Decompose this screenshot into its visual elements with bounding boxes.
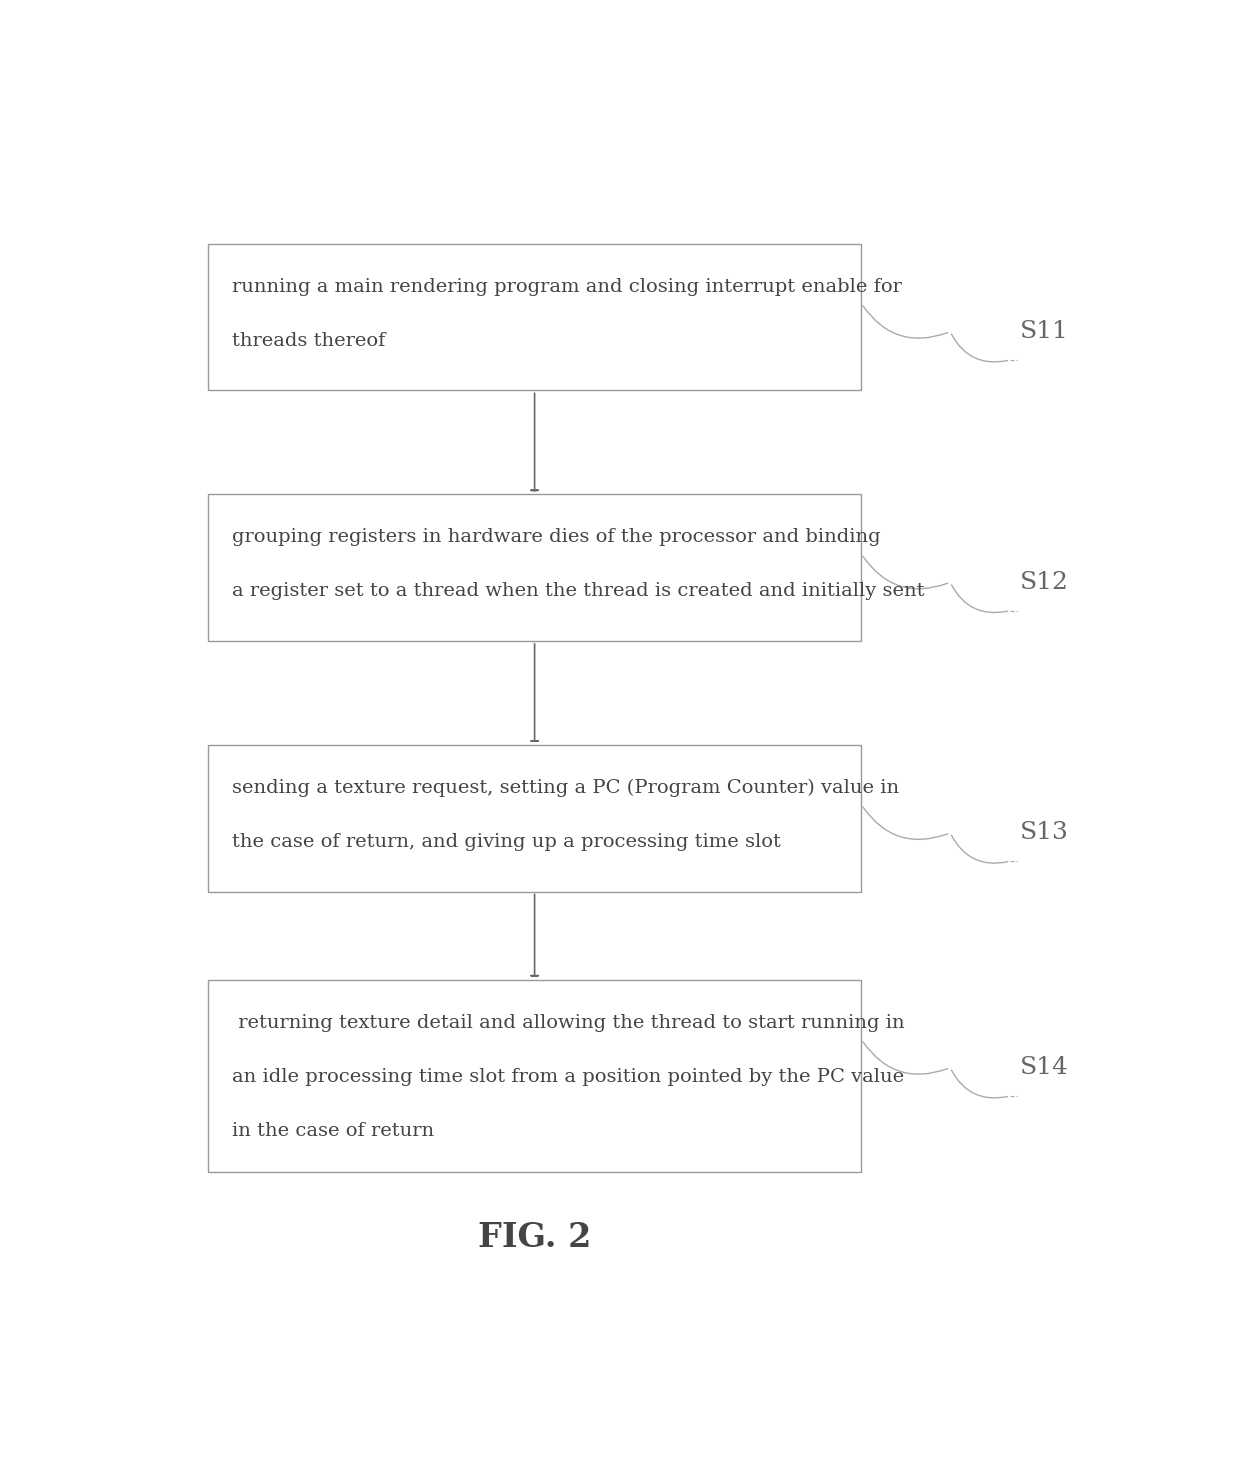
FancyArrowPatch shape <box>951 334 1008 362</box>
Text: S14: S14 <box>1019 1056 1069 1079</box>
FancyArrowPatch shape <box>863 306 947 339</box>
FancyArrowPatch shape <box>863 1042 947 1075</box>
Text: the case of return, and giving up a processing time slot: the case of return, and giving up a proc… <box>232 833 781 850</box>
FancyArrowPatch shape <box>951 585 1008 613</box>
FancyBboxPatch shape <box>208 494 862 641</box>
Text: S11: S11 <box>1019 320 1069 343</box>
Text: a register set to a thread when the thread is created and initially sent: a register set to a thread when the thre… <box>232 582 924 600</box>
FancyBboxPatch shape <box>208 243 862 390</box>
FancyBboxPatch shape <box>208 979 862 1171</box>
Text: in the case of return: in the case of return <box>232 1121 434 1141</box>
FancyArrowPatch shape <box>951 1070 1008 1098</box>
FancyArrowPatch shape <box>863 557 947 589</box>
Text: S13: S13 <box>1019 821 1069 844</box>
Text: an idle processing time slot from a position pointed by the PC value: an idle processing time slot from a posi… <box>232 1067 904 1086</box>
Text: returning texture detail and allowing the thread to start running in: returning texture detail and allowing th… <box>232 1013 904 1032</box>
FancyBboxPatch shape <box>208 745 862 891</box>
Text: sending a texture request, setting a PC (Program Counter) value in: sending a texture request, setting a PC … <box>232 778 899 798</box>
FancyArrowPatch shape <box>951 836 1008 863</box>
Text: S12: S12 <box>1019 570 1069 594</box>
Text: FIG. 2: FIG. 2 <box>477 1221 591 1253</box>
Text: running a main rendering program and closing interrupt enable for: running a main rendering program and clo… <box>232 277 901 296</box>
FancyArrowPatch shape <box>863 806 947 840</box>
Text: grouping registers in hardware dies of the processor and binding: grouping registers in hardware dies of t… <box>232 528 880 547</box>
Text: threads thereof: threads thereof <box>232 331 386 350</box>
